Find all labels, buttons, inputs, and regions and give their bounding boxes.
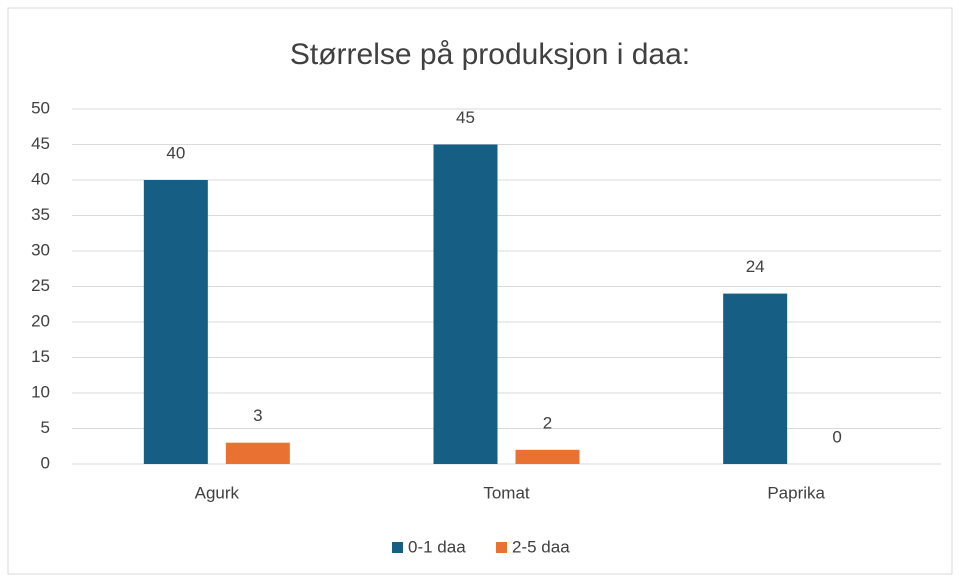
- legend-label: 0-1 daa: [408, 537, 466, 556]
- x-tick-label: Agurk: [195, 483, 240, 502]
- y-tick-label: 25: [31, 276, 50, 295]
- data-label: 24: [746, 257, 765, 276]
- bar: [723, 293, 788, 464]
- y-tick-label: 45: [31, 134, 50, 153]
- legend-swatch: [496, 542, 507, 553]
- bar: [143, 180, 208, 464]
- y-tick-label: 40: [31, 169, 50, 188]
- y-tick-label: 35: [31, 205, 50, 224]
- y-tick-label: 30: [31, 240, 50, 259]
- x-tick-label: Paprika: [767, 483, 825, 502]
- bar: [515, 449, 580, 464]
- y-tick-label: 15: [31, 347, 50, 366]
- y-tick-label: 20: [31, 311, 50, 330]
- bar: [433, 144, 498, 464]
- x-tick-label: Tomat: [483, 483, 530, 502]
- data-label: 3: [253, 406, 262, 425]
- data-label: 45: [456, 108, 475, 127]
- y-tick-label: 0: [41, 453, 50, 472]
- legend-swatch: [392, 542, 403, 553]
- chart-title: Størrelse på produksjon i daa:: [290, 38, 690, 71]
- bar: [225, 442, 290, 464]
- data-label: 2: [543, 413, 552, 432]
- legend-label: 2-5 daa: [512, 537, 570, 556]
- data-label: 40: [166, 143, 185, 162]
- y-tick-label: 50: [31, 98, 50, 117]
- y-tick-label: 5: [41, 418, 50, 437]
- data-label: 0: [832, 427, 841, 446]
- y-tick-label: 10: [31, 382, 50, 401]
